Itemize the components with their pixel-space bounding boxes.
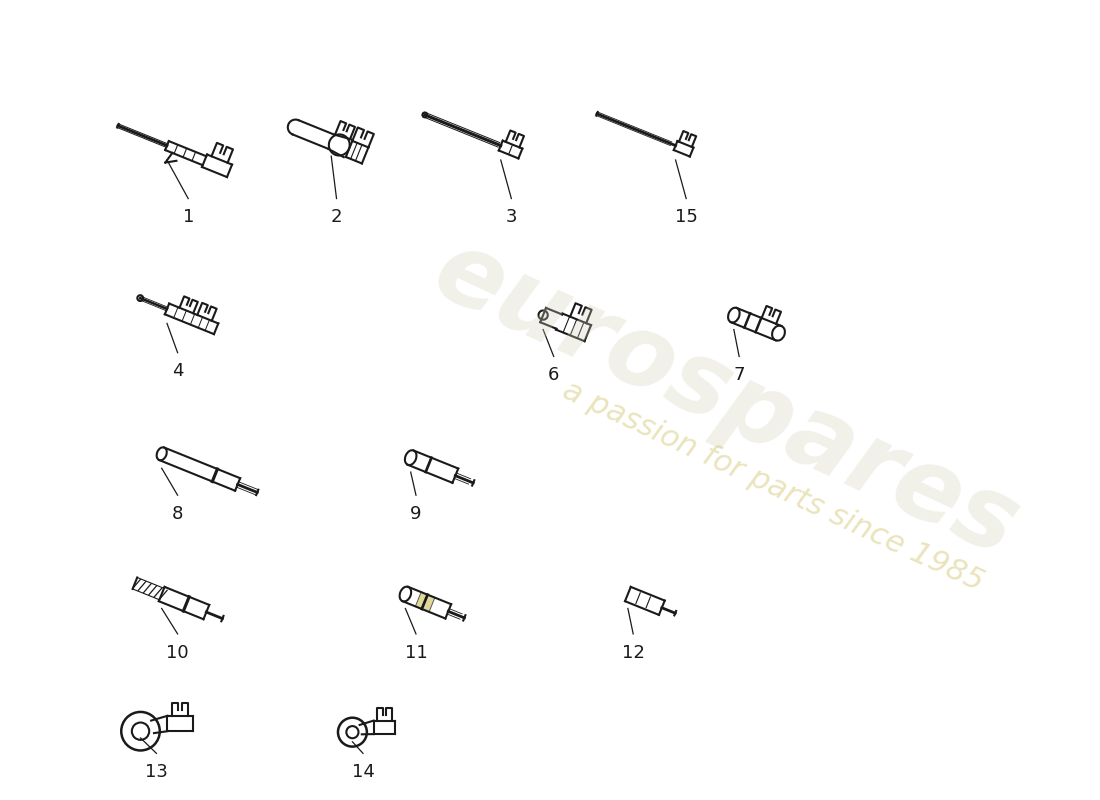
Text: 13: 13	[145, 763, 168, 781]
Text: 10: 10	[166, 643, 189, 662]
Text: 3: 3	[506, 208, 517, 226]
Text: 12: 12	[621, 643, 645, 662]
Polygon shape	[416, 592, 434, 612]
Text: 6: 6	[548, 366, 560, 384]
Text: a passion for parts since 1985: a passion for parts since 1985	[559, 376, 989, 597]
Text: 4: 4	[172, 362, 184, 380]
Text: 15: 15	[674, 208, 697, 226]
Text: 8: 8	[172, 505, 184, 523]
Text: 11: 11	[405, 643, 428, 662]
Text: 1: 1	[183, 208, 194, 226]
Text: 9: 9	[410, 505, 421, 523]
Text: 14: 14	[352, 763, 374, 781]
Text: 7: 7	[734, 366, 745, 384]
Text: eurospares: eurospares	[418, 222, 1033, 578]
Text: 2: 2	[331, 208, 342, 226]
